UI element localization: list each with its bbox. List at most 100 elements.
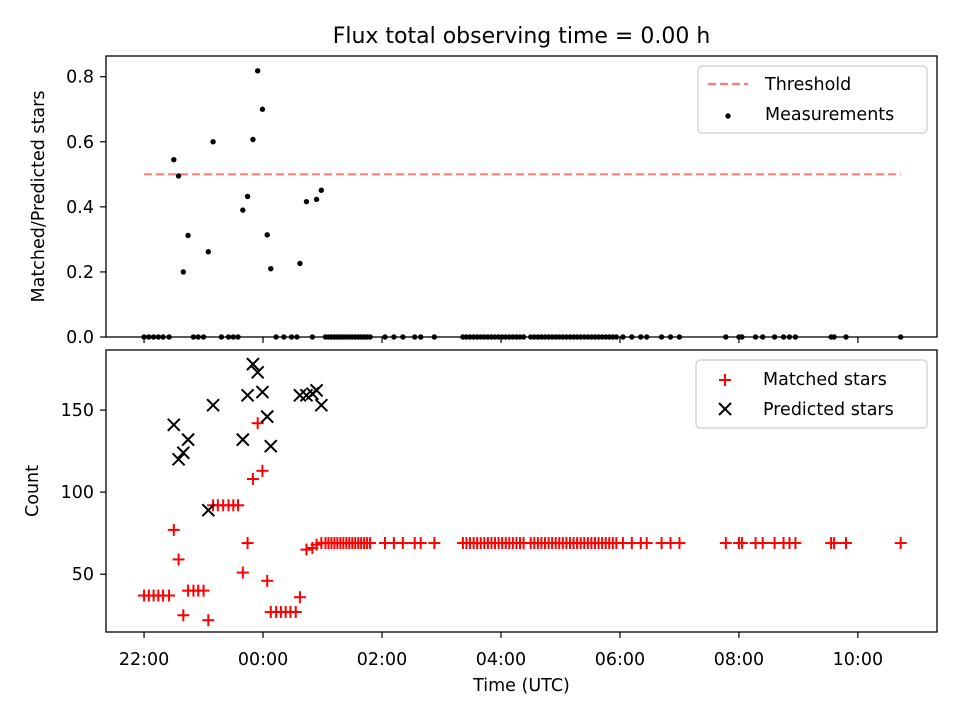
legend-predicted-label: Predicted stars (763, 400, 894, 420)
measurement-point (318, 187, 325, 193)
matched-star-point (197, 584, 210, 597)
x-tick-label: 04:00 (476, 650, 526, 670)
matched-star-point (163, 589, 176, 602)
predicted-star-point (240, 388, 255, 403)
top-y-axis-label: Matched/Predicted stars (29, 91, 49, 303)
matched-star-point (246, 473, 259, 486)
x-tick-label: 00:00 (238, 650, 288, 670)
measurement-point (210, 139, 216, 145)
y-tick-label: 100 (61, 483, 94, 503)
matched-star-point (172, 553, 185, 566)
matched-star-point (293, 591, 306, 604)
measurement-point (244, 193, 251, 200)
measurement-point (205, 249, 212, 255)
legend-matched-swatch (719, 374, 731, 386)
top-panel-ratio: 0.00.20.40.60.8 Matched/Predicted stars … (29, 55, 938, 348)
legend-predicted-swatch (718, 402, 732, 416)
matched-star-point (789, 537, 802, 550)
x-tick-label: 02:00 (357, 650, 407, 670)
legend-measurements-label: Measurements (765, 105, 894, 125)
predicted-star-point (206, 398, 220, 412)
predicted-star-point (201, 503, 216, 517)
x-tick-label: 10:00 (833, 650, 883, 670)
matched-star-point (364, 537, 377, 550)
matched-star-point (251, 417, 264, 430)
predicted-star-point (255, 385, 270, 399)
matched-star-point (289, 605, 302, 618)
matched-stars-layer (138, 417, 907, 627)
bottom-legend-frame (695, 359, 928, 429)
matched-star-point (735, 537, 748, 550)
predicted-star-point (176, 446, 191, 460)
measurement-point (297, 260, 303, 267)
y-tick-label: 0.0 (66, 328, 94, 348)
predicted-star-point (314, 398, 329, 412)
x-axis-label: Time (UTC) (472, 676, 570, 696)
bottom-x-axis-ticks: 22:00 00:00 02:00 04:00 06:00 08:00 10:00 (119, 632, 883, 670)
matched-star-point (256, 464, 269, 477)
measurement-point (313, 196, 320, 203)
bottom-y-axis-label: Count (23, 465, 43, 517)
measurement-point (264, 232, 270, 238)
measurement-point (175, 173, 182, 179)
matched-star-point (177, 609, 190, 622)
matched-star-point (828, 537, 841, 550)
x-tick-label: 22:00 (119, 650, 169, 670)
top-x-axis-ticks (143, 337, 859, 343)
top-legend-frame (697, 65, 928, 134)
matched-star-point (756, 537, 769, 550)
measurement-point (254, 68, 261, 74)
y-tick-label: 0.4 (66, 198, 94, 218)
matched-star-point (261, 574, 274, 587)
predicted-star-point (309, 383, 324, 398)
top-legend: Threshold Measurements (697, 65, 928, 134)
measurement-point (240, 207, 246, 213)
matched-star-point (673, 537, 686, 550)
predicted-star-point (181, 432, 195, 447)
matched-star-point (414, 537, 427, 550)
legend-measurements-swatch (725, 113, 731, 119)
chart-title: Flux total observing time = 0.00 h (333, 24, 711, 49)
bottom-y-axis-ticks: 50 100 150 (61, 401, 106, 585)
y-tick-label: 0.6 (66, 133, 94, 153)
matched-star-point (167, 523, 180, 536)
x-tick-label: 08:00 (714, 650, 764, 670)
predicted-star-point (236, 432, 250, 447)
matched-star-point (241, 537, 254, 550)
bottom-panel-counts: 50 100 150 22:00 00:00 02:00 04:00 06:00 08:00 1… (23, 349, 938, 696)
matched-star-point (719, 537, 732, 550)
predicted-star-point (167, 418, 181, 432)
measurement-point (250, 136, 256, 143)
y-tick-label: 150 (61, 401, 94, 421)
y-tick-label: 0.2 (66, 263, 94, 283)
matched-star-point (640, 537, 653, 550)
legend-matched-label: Matched stars (763, 370, 887, 390)
matched-star-point (300, 543, 313, 556)
matched-star-point (236, 566, 249, 579)
matched-star-point (428, 537, 441, 550)
predicted-star-point (246, 357, 260, 371)
predicted-star-point (260, 409, 274, 424)
bottom-plot-frame (105, 349, 938, 633)
measurement-point (180, 269, 187, 275)
top-plot-frame (105, 55, 938, 338)
matched-star-point (232, 499, 245, 512)
matched-star-point (202, 614, 215, 627)
x-tick-label: 06:00 (595, 650, 645, 670)
measurement-point (185, 232, 191, 239)
predicted-star-point (264, 439, 278, 453)
bottom-legend: Matched stars Predicted stars (695, 359, 928, 429)
matched-star-point (839, 537, 852, 550)
matched-star-point (396, 537, 409, 550)
predicted-star-point (171, 452, 186, 467)
top-y-axis-ticks: 0.0 0.2 0.4 0.6 0.8 (66, 68, 106, 348)
y-tick-label: 0.8 (66, 68, 94, 88)
predicted-star-point (250, 365, 265, 380)
matched-star-point (894, 537, 907, 550)
measurement-point (259, 106, 266, 112)
measurement-point (171, 156, 177, 163)
measurement-point (303, 198, 310, 205)
measurement-point (268, 265, 274, 272)
predicted-star-point (293, 388, 307, 403)
